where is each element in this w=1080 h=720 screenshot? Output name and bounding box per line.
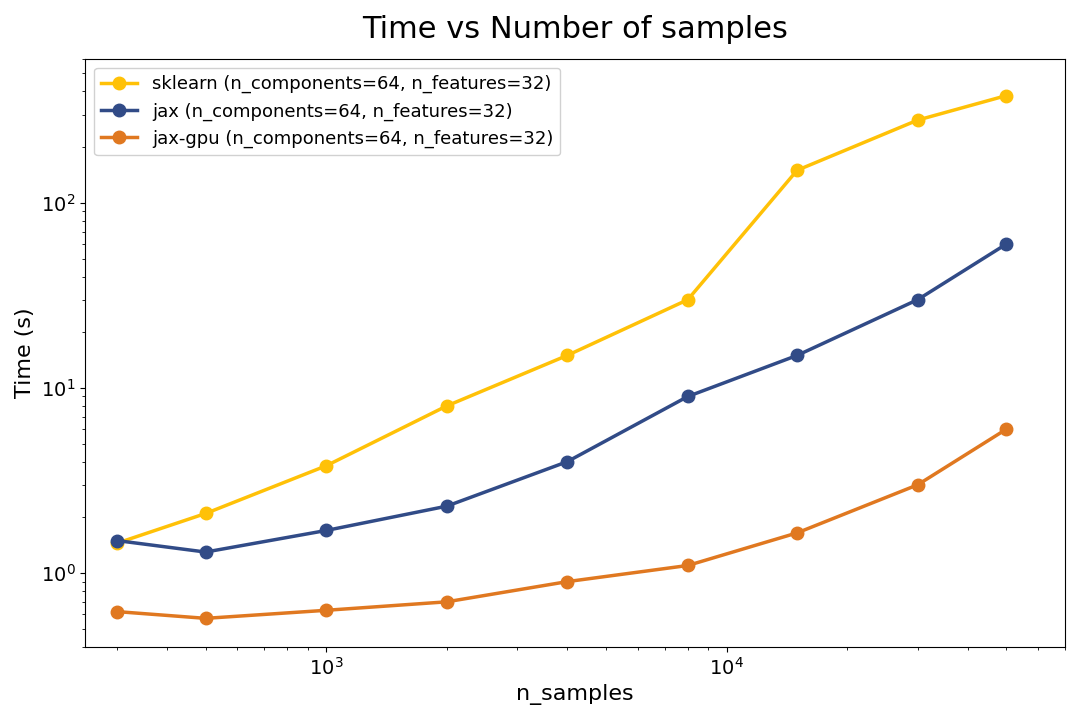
jax-gpu (n_components=64, n_features=32) xyxy=(681,561,694,570)
X-axis label: n_samples: n_samples xyxy=(516,684,634,705)
Title: Time vs Number of samples: Time vs Number of samples xyxy=(362,15,788,44)
jax (n_components=64, n_features=32) xyxy=(912,295,924,304)
Y-axis label: Time (s): Time (s) xyxy=(15,307,35,398)
jax-gpu (n_components=64, n_features=32) xyxy=(110,607,123,616)
sklearn (n_components=64, n_features=32) xyxy=(320,462,333,470)
jax-gpu (n_components=64, n_features=32) xyxy=(199,614,212,623)
jax (n_components=64, n_features=32) xyxy=(110,536,123,545)
jax (n_components=64, n_features=32) xyxy=(441,502,454,510)
sklearn (n_components=64, n_features=32) xyxy=(110,539,123,548)
jax (n_components=64, n_features=32) xyxy=(791,351,804,360)
jax (n_components=64, n_features=32) xyxy=(199,548,212,557)
jax-gpu (n_components=64, n_features=32) xyxy=(320,606,333,615)
jax (n_components=64, n_features=32) xyxy=(320,526,333,535)
jax-gpu (n_components=64, n_features=32) xyxy=(561,577,573,586)
sklearn (n_components=64, n_features=32) xyxy=(441,402,454,410)
sklearn (n_components=64, n_features=32) xyxy=(199,509,212,518)
Legend: sklearn (n_components=64, n_features=32), jax (n_components=64, n_features=32), : sklearn (n_components=64, n_features=32)… xyxy=(94,68,561,155)
sklearn (n_components=64, n_features=32) xyxy=(912,116,924,125)
jax-gpu (n_components=64, n_features=32) xyxy=(791,528,804,537)
sklearn (n_components=64, n_features=32) xyxy=(791,166,804,175)
jax-gpu (n_components=64, n_features=32) xyxy=(1000,425,1013,433)
Line: sklearn (n_components=64, n_features=32): sklearn (n_components=64, n_features=32) xyxy=(110,89,1013,549)
sklearn (n_components=64, n_features=32) xyxy=(561,351,573,360)
sklearn (n_components=64, n_features=32) xyxy=(681,295,694,304)
jax (n_components=64, n_features=32) xyxy=(561,457,573,466)
jax (n_components=64, n_features=32) xyxy=(681,392,694,401)
jax-gpu (n_components=64, n_features=32) xyxy=(441,598,454,606)
Line: jax (n_components=64, n_features=32): jax (n_components=64, n_features=32) xyxy=(110,238,1013,558)
sklearn (n_components=64, n_features=32) xyxy=(1000,91,1013,100)
jax-gpu (n_components=64, n_features=32) xyxy=(912,480,924,489)
jax (n_components=64, n_features=32) xyxy=(1000,240,1013,248)
Line: jax-gpu (n_components=64, n_features=32): jax-gpu (n_components=64, n_features=32) xyxy=(110,423,1013,624)
